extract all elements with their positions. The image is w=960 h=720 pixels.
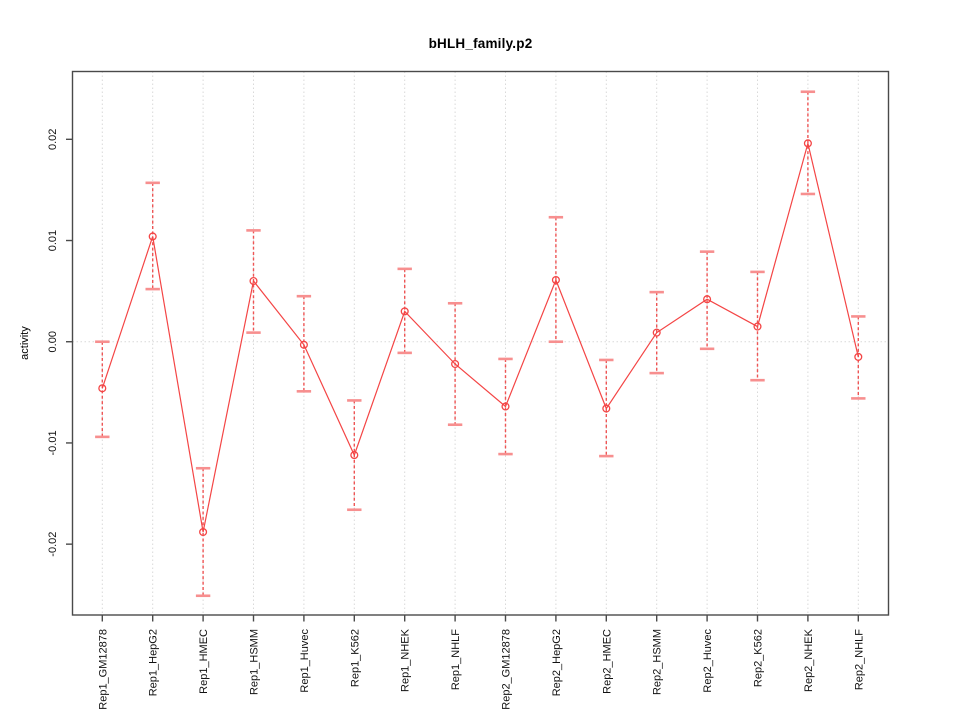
- data-point: [98, 384, 107, 393]
- plot-frame: [71, 70, 890, 616]
- x-tick-label: Rep2_HepG2: [551, 629, 563, 696]
- data-point: [551, 275, 560, 285]
- x-tick-label: Rep1_HSMM: [249, 629, 261, 695]
- x-tick-label: Rep1_NHEK: [400, 628, 412, 692]
- x-tick-label: Rep1_Huvec: [299, 629, 311, 693]
- x-tick-label: Rep2_HSMM: [652, 629, 664, 695]
- data-point: [350, 451, 359, 460]
- y-tick-label: 0.02: [47, 129, 59, 150]
- data-point: [854, 352, 863, 361]
- x-tick-label: Rep2_HMEC: [601, 629, 613, 694]
- x-tick-label: Rep2_K562: [753, 629, 765, 687]
- data-point: [703, 295, 712, 304]
- x-tick-label: Rep1_GM12878: [97, 629, 109, 710]
- data-point: [652, 328, 661, 337]
- data-point: [199, 527, 208, 537]
- x-tick-label: Rep1_HMEC: [198, 629, 210, 694]
- chart-title: bHLH_family.p2: [428, 36, 533, 51]
- data-point: [451, 359, 460, 369]
- data-point: [299, 340, 308, 349]
- x-tick-label: Rep1_K562: [349, 629, 361, 687]
- x-tick-label: Rep1_NHLF: [450, 629, 462, 690]
- data-point: [148, 232, 157, 241]
- y-tick-label: -0.02: [47, 532, 59, 557]
- data-point: [501, 402, 510, 411]
- data-point: [400, 307, 409, 316]
- x-tick-label: Rep2_GM12878: [501, 629, 513, 710]
- data-point: [249, 276, 258, 286]
- data-point: [753, 322, 762, 331]
- x-tick-label: Rep2_NHEK: [803, 628, 815, 692]
- series-line: [101, 143, 859, 533]
- y-tick-label: 0.01: [47, 230, 59, 251]
- data-point: [803, 139, 812, 148]
- y-tick-label: 0.00: [47, 331, 59, 352]
- x-tick-label: Rep2_NHLF: [853, 629, 865, 690]
- x-tick-label: Rep2_Huvec: [702, 629, 714, 693]
- data-point: [602, 404, 611, 413]
- y-tick-label: -0.01: [47, 430, 59, 455]
- x-tick-label: Rep1_HepG2: [148, 629, 160, 696]
